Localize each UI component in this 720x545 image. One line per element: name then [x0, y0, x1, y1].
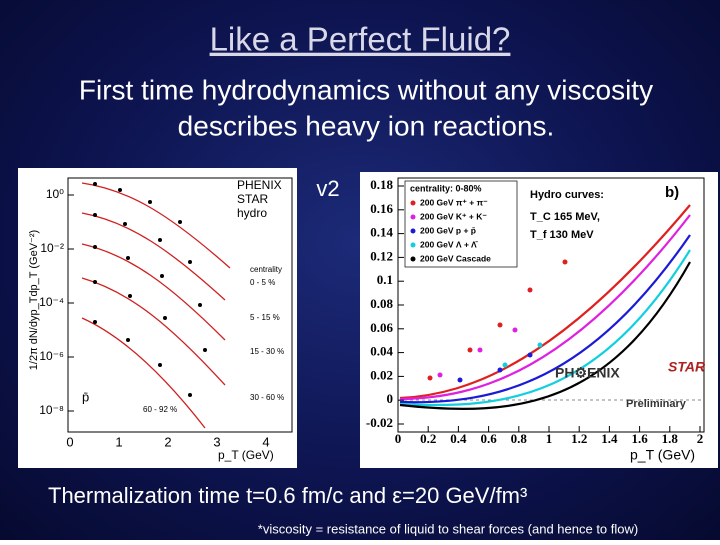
y-tick-label: 10⁻⁴: [39, 295, 64, 309]
x-axis-label: p_T (GeV): [630, 447, 695, 463]
y-tick-label: 10⁻⁶: [39, 349, 64, 363]
x-tick-label: 0.6: [480, 431, 497, 446]
legend-entry: 200 GeV π⁺ + π⁻: [420, 197, 488, 207]
y-tick-label: 0.14: [370, 225, 393, 240]
subtitle-line: First time hydrodynamics without any vis…: [79, 74, 653, 105]
frame: [67, 177, 293, 433]
hydro-param: T_C 165 MeV,: [530, 211, 600, 223]
x-tick-label: 0.4: [450, 431, 467, 446]
centrality-label: 15 - 30 %: [250, 347, 284, 356]
y-tick-label: 0.1: [377, 272, 393, 287]
legend-marker: [410, 200, 416, 206]
centrality-label: 5 - 15 %: [250, 313, 280, 322]
x-tick-label: 0.8: [511, 431, 528, 446]
logo-star: STAR: [668, 359, 706, 375]
data-points: [93, 182, 207, 397]
legend-title: centrality: 0-80%: [410, 183, 482, 193]
legend-box: [404, 180, 518, 268]
y-tick-label: 10⁻²: [40, 241, 64, 255]
x-tick-label: 2: [697, 431, 704, 446]
v2-plot: centrality: 0-80% Hydro curves: T_C 165 …: [360, 172, 718, 468]
y-tick-label: 0.12: [370, 248, 393, 263]
x-tick-label: 0.2: [420, 431, 436, 446]
subtitle-line: describes heavy ion reactions.: [178, 110, 555, 141]
logo-phenix: PH⚙ENIX: [555, 365, 620, 381]
hydro-title: Hydro curves:: [530, 189, 604, 201]
x-tick-label: 1.4: [601, 431, 618, 446]
legend-marker: [410, 214, 416, 220]
y-tick-label: 10⁻⁸: [39, 403, 64, 417]
spectra-plot: 10⁰ 10⁻² 10⁻⁴ 10⁻⁶ 10⁻⁸ 0 1 2 3 4p_T (GeV) 1/2π dN…: [18, 168, 297, 468]
legend-entry: PHENIX: [237, 178, 282, 192]
y-tick-label: -0.02: [366, 415, 393, 430]
x-tick-label: 0: [395, 431, 402, 446]
x-tick-label: 3: [213, 434, 220, 449]
v2-label: v2: [316, 176, 339, 201]
x-tick-label: 0: [66, 434, 73, 449]
legend-entry: 200 GeV K⁺ + K⁻: [420, 211, 487, 221]
panel-label: b): [665, 184, 679, 201]
x-tick-label: 1: [546, 431, 553, 446]
hydro-curves: [399, 204, 691, 410]
centrality-label: 0 - 5 %: [250, 278, 275, 287]
x-tick-label: 2: [164, 434, 171, 449]
x-axis-label: p_T (GeV): [218, 448, 274, 462]
y-tick-label: 0.04: [370, 344, 393, 359]
y-tick-label: 10⁰: [46, 187, 64, 201]
data-points: [427, 259, 568, 383]
y-tick-label: 0.18: [370, 177, 393, 192]
x-tick-label: 1.6: [631, 431, 648, 446]
y-tick-label: 0.06: [370, 320, 393, 335]
footnote: *viscosity = resistance of liquid to she…: [258, 521, 638, 536]
hydro-param: T_f 130 MeV: [530, 229, 594, 241]
conclusion: Thermalization time t=0.6 fm/c and ε=20 …: [48, 483, 527, 508]
legend-marker: [410, 242, 416, 248]
preliminary: Preliminary: [626, 398, 687, 410]
hydro-curves: [81, 182, 231, 429]
plot-bg: [18, 168, 297, 468]
legend-entry: hydro: [237, 206, 267, 220]
centrality-label: centrality: [250, 265, 282, 274]
y-tick-label: 0: [387, 391, 394, 406]
centrality-label: 60 - 92 %: [143, 405, 177, 414]
y-axis-label: 1/2π dN/dyp_Tdp_T (GeV⁻²): [28, 230, 40, 370]
legend-entry: STAR: [237, 192, 268, 206]
legend-entry: 200 GeV p + p̄: [420, 225, 476, 235]
x-tick-label: 1: [115, 434, 122, 449]
x-tick-label: 1.2: [571, 431, 587, 446]
legend-entry: 200 GeV Λ + Λ̄: [420, 239, 479, 249]
y-tick-label: 0.08: [370, 296, 393, 311]
title: Like a Perfect Fluid?: [210, 21, 511, 58]
y-tick-label: 0.16: [370, 201, 393, 216]
x-tick-label: 4: [262, 434, 269, 449]
legend-marker: [410, 228, 416, 234]
y-tick-label: 0.02: [370, 367, 393, 382]
centrality-label: 30 - 60 %: [250, 393, 284, 402]
legend-marker: [410, 256, 416, 262]
particle-label: p̄: [82, 389, 89, 404]
x-tick-label: 1.8: [662, 431, 679, 446]
legend-entry: 200 GeV Cascade: [420, 253, 491, 263]
